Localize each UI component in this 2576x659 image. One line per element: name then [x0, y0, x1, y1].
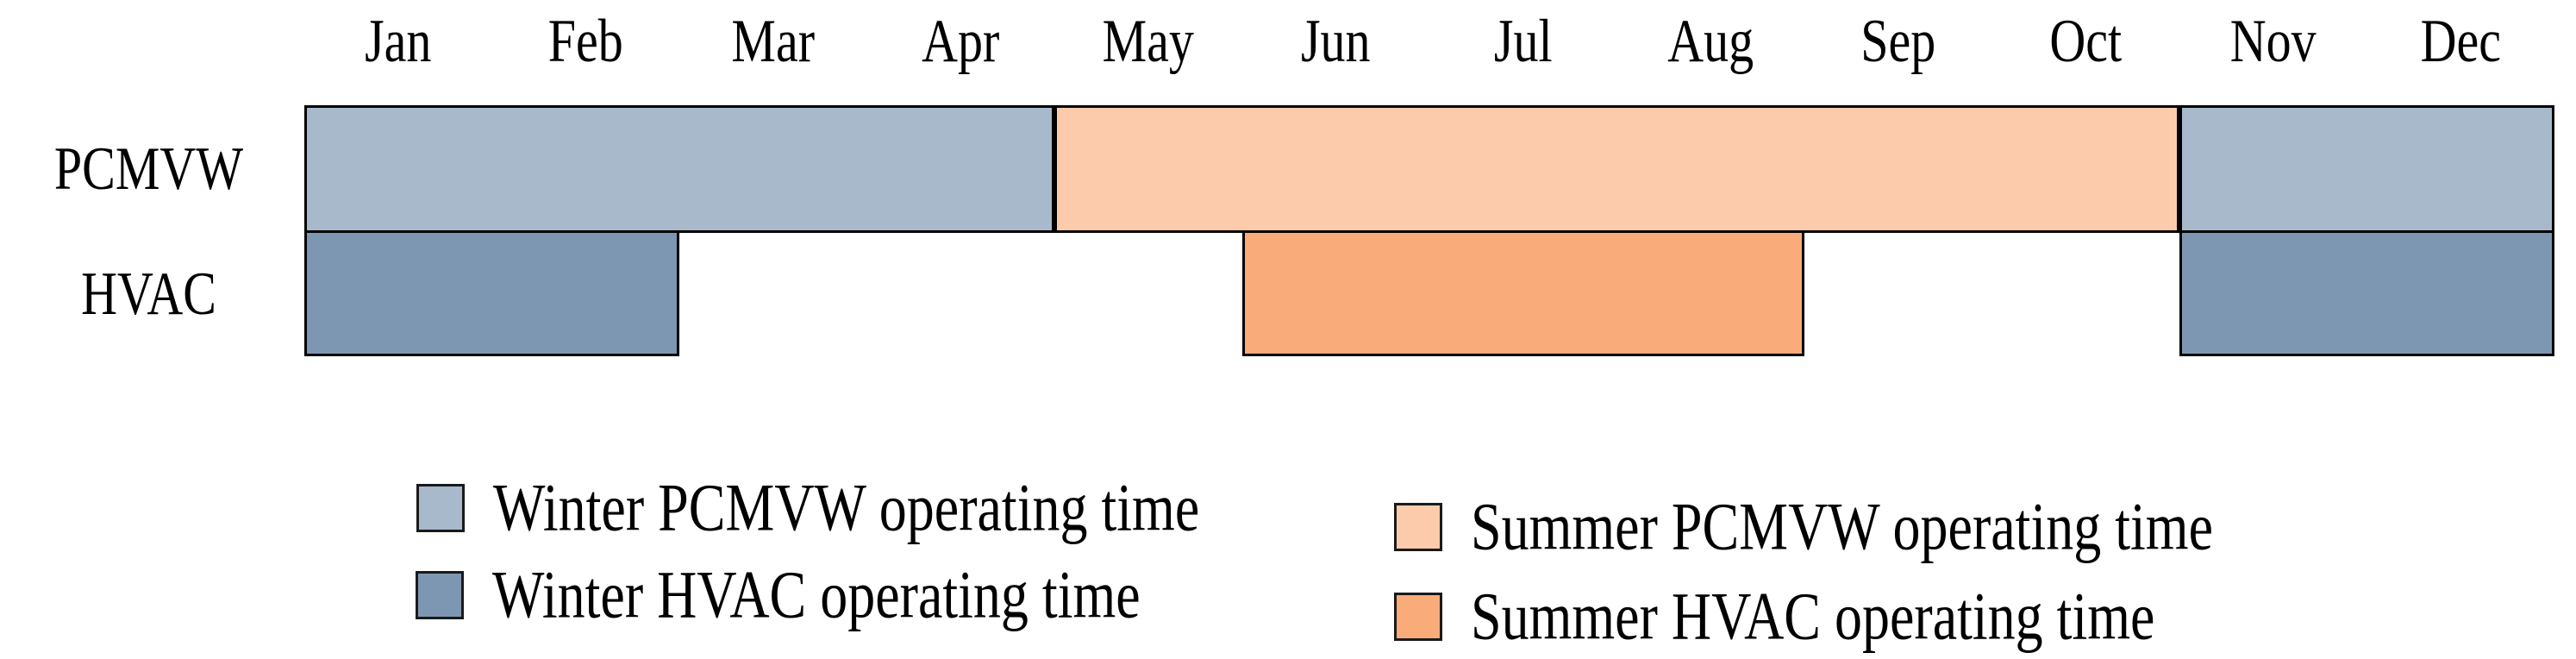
- row-label-hvac: HVAC: [0, 260, 297, 329]
- month-tick-sep: Sep: [1860, 6, 1936, 75]
- segment-winter-hvac-jan-feb: [304, 230, 679, 356]
- legend-label: Winter HVAC operating time: [492, 557, 1141, 632]
- segment-winter-hvac-nov-dec: [2179, 230, 2554, 356]
- month-tick-feb: Feb: [547, 6, 623, 75]
- hvac-schedule-track: [304, 230, 2554, 356]
- month-tick-apr: Apr: [922, 6, 1000, 75]
- month-tick-jan: Jan: [365, 6, 432, 75]
- month-tick-mar: Mar: [731, 6, 816, 75]
- month-tick-dec: Dec: [2420, 6, 2501, 75]
- winter-pcmvw-swatch: [416, 484, 465, 532]
- segment-summer-hvac-jun-aug: [1241, 230, 1804, 356]
- legend-item-summer-hvac: Summer HVAC operating time: [1394, 579, 2155, 654]
- legend-label: Winter PCMVW operating time: [493, 470, 1200, 545]
- month-tick-jul: Jul: [1493, 6, 1553, 75]
- winter-hvac-swatch: [416, 571, 464, 619]
- month-tick-oct: Oct: [2049, 6, 2123, 75]
- legend-label: Summer PCMVW operating time: [1471, 489, 2213, 564]
- legend-item-winter-hvac: Winter HVAC operating time: [416, 557, 1141, 632]
- row-label-hvac-text: HVAC: [81, 259, 216, 329]
- month-tick-aug: Aug: [1667, 6, 1754, 75]
- month-tick-nov: Nov: [2229, 6, 2317, 75]
- summer-pcmvw-swatch: [1394, 503, 1442, 551]
- legend-label: Summer HVAC operating time: [1471, 579, 2155, 654]
- month-tick-jun: Jun: [1300, 6, 1371, 75]
- legend-item-summer-pcmvw: Summer PCMVW operating time: [1394, 489, 2213, 564]
- segment-summer-pcmvw-may-oct: [1054, 105, 2179, 233]
- month-tick-may: May: [1102, 6, 1194, 75]
- summer-hvac-swatch: [1394, 593, 1442, 641]
- row-label-pcmvw: PCMVW: [0, 135, 297, 204]
- row-label-pcmvw-text: PCMVW: [53, 134, 244, 204]
- segment-winter-pcmvw-nov-dec: [2179, 105, 2554, 233]
- segment-winter-pcmvw-jan-apr: [304, 105, 1054, 233]
- legend-item-winter-pcmvw: Winter PCMVW operating time: [416, 470, 1200, 545]
- pcmvw-schedule-track: [304, 105, 2554, 233]
- month-axis: Jan Feb Mar Apr May Jun Jul Aug Sep Oct Nov Dec: [304, 0, 2554, 86]
